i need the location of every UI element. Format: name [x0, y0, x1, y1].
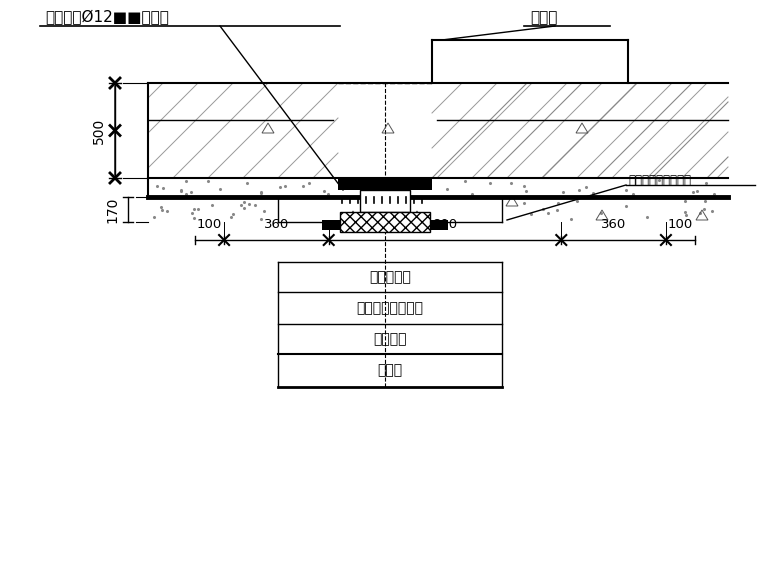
Point	[698, 205, 711, 214]
Point	[518, 181, 530, 190]
Point	[155, 202, 167, 211]
Point	[318, 186, 330, 195]
Text: 800: 800	[432, 218, 458, 231]
Point	[626, 189, 638, 198]
Point	[180, 176, 192, 185]
Point	[255, 188, 268, 197]
Point	[459, 177, 471, 186]
Point	[188, 214, 201, 223]
Text: 外贴式橡胶止水带: 外贴式橡胶止水带	[356, 301, 423, 315]
Bar	[322, 220, 340, 230]
Point	[551, 205, 563, 214]
Point	[255, 214, 267, 223]
Point	[700, 179, 712, 188]
Text: 360: 360	[601, 218, 626, 231]
Point	[238, 197, 250, 206]
Text: 附加双向Ø12■■型盖筋: 附加双向Ø12■■型盖筋	[45, 10, 169, 26]
Bar	[430, 220, 448, 230]
Point	[161, 206, 173, 215]
Text: 170: 170	[105, 196, 119, 223]
Point	[679, 207, 692, 217]
Point	[537, 205, 549, 214]
Polygon shape	[432, 83, 728, 178]
Point	[321, 190, 334, 199]
Point	[518, 198, 530, 207]
Point	[302, 178, 315, 188]
Point	[249, 201, 261, 210]
Point	[188, 205, 200, 214]
Point	[175, 186, 187, 195]
Point	[242, 178, 254, 188]
Point	[572, 186, 584, 195]
Point	[214, 184, 226, 193]
Point	[687, 188, 699, 197]
Point	[620, 201, 632, 210]
Point	[192, 205, 204, 214]
Point	[572, 196, 584, 205]
Text: 100: 100	[197, 218, 222, 231]
Text: 360: 360	[264, 218, 289, 231]
Point	[466, 190, 478, 199]
Bar	[338, 178, 432, 190]
Point	[557, 188, 569, 197]
Point	[552, 199, 564, 208]
Point	[694, 208, 706, 217]
Point	[587, 188, 600, 197]
Point	[620, 185, 632, 194]
Point	[258, 207, 270, 216]
Point	[505, 178, 517, 187]
Text: 防水卷材: 防水卷材	[373, 332, 407, 346]
Point	[679, 197, 691, 206]
Point	[236, 200, 248, 209]
Point	[279, 181, 291, 190]
Point	[150, 182, 163, 191]
Point	[274, 183, 287, 192]
Point	[679, 210, 692, 219]
Point	[699, 196, 711, 205]
Point	[580, 182, 592, 192]
Text: 500: 500	[92, 117, 106, 144]
Text: 醓丝网: 醓丝网	[530, 10, 557, 26]
Point	[691, 186, 703, 196]
Point	[565, 214, 577, 223]
Point	[641, 212, 653, 221]
Point	[147, 212, 160, 221]
Text: 混凝土底板: 混凝土底板	[369, 270, 411, 284]
Bar	[360, 190, 410, 212]
Text: 硝垫层: 硝垫层	[378, 364, 403, 377]
Point	[238, 204, 250, 213]
Point	[175, 185, 187, 194]
Point	[206, 200, 218, 209]
Point	[157, 184, 169, 193]
Point	[441, 185, 453, 194]
Point	[296, 181, 309, 190]
Point	[225, 213, 237, 222]
Point	[542, 208, 554, 217]
Point	[185, 188, 198, 197]
Point	[525, 210, 537, 219]
Polygon shape	[340, 212, 430, 232]
Polygon shape	[148, 83, 338, 178]
Point	[484, 178, 496, 188]
Point	[156, 205, 168, 214]
Point	[520, 186, 532, 196]
Point	[653, 176, 665, 185]
Point	[708, 189, 720, 198]
Point	[201, 176, 214, 185]
Point	[179, 189, 192, 198]
Point	[595, 209, 607, 218]
Text: 100: 100	[668, 218, 693, 231]
Text: 先浇与底板同标号硝: 先浇与底板同标号硝	[628, 173, 691, 186]
Point	[255, 188, 267, 197]
Point	[226, 210, 239, 219]
Point	[185, 209, 198, 218]
Point	[706, 206, 718, 215]
Point	[243, 200, 255, 209]
